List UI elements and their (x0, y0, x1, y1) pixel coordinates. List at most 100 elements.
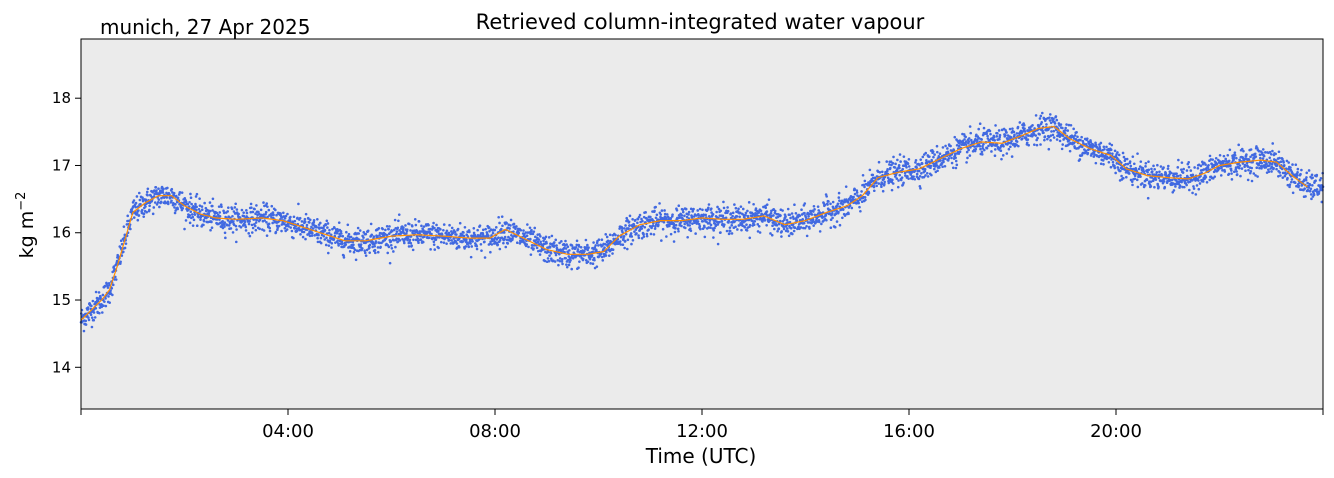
scatter-point (1027, 134, 1030, 137)
scatter-point (94, 306, 98, 310)
scatter-point (1237, 166, 1241, 170)
scatter-point (244, 225, 248, 229)
scatter-point (681, 208, 685, 212)
scatter-point (624, 232, 628, 236)
scatter-point (1244, 169, 1247, 173)
scatter-point (1061, 126, 1064, 130)
scatter-point (1255, 166, 1259, 169)
scatter-point (1116, 166, 1120, 169)
scatter-point (847, 212, 850, 216)
scatter-point (386, 251, 390, 255)
scatter-point (1174, 185, 1177, 188)
scatter-point (247, 232, 251, 235)
scatter-point (542, 239, 545, 243)
scatter-point (565, 243, 568, 246)
scatter-point (134, 205, 138, 209)
scatter-point (371, 245, 374, 249)
scatter-point (781, 220, 785, 223)
scatter-point (136, 218, 140, 222)
scatter-point (1198, 182, 1202, 185)
scatter-point (858, 205, 861, 209)
scatter-point (702, 213, 705, 217)
scatter-point (1152, 164, 1155, 168)
scatter-point (753, 214, 756, 217)
x-axis-label: Time (UTC) (645, 444, 757, 468)
scatter-points (79, 111, 1325, 333)
scatter-point (647, 228, 650, 232)
scatter-point (1199, 164, 1203, 168)
scatter-point (1147, 168, 1151, 172)
scatter-point (891, 162, 895, 165)
scatter-point (1047, 135, 1051, 139)
scatter-point (531, 232, 535, 236)
scatter-point (660, 239, 663, 242)
scatter-point (1221, 169, 1224, 172)
scatter-point (1041, 111, 1044, 115)
scatter-point (730, 224, 734, 227)
scatter-point (929, 164, 933, 168)
scatter-point (237, 212, 240, 216)
scatter-point (344, 243, 348, 246)
scatter-point (731, 211, 735, 215)
scatter-point (174, 194, 178, 198)
scatter-point (564, 256, 568, 260)
scatter-point (683, 214, 686, 218)
scatter-point (619, 235, 623, 239)
scatter-point (134, 201, 138, 205)
scatter-point (340, 240, 344, 243)
scatter-point (899, 178, 903, 182)
scatter-point (494, 226, 498, 229)
scatter-point (251, 210, 255, 214)
scatter-point (495, 238, 499, 241)
scatter-point (713, 226, 716, 230)
scatter-point (272, 213, 275, 217)
scatter-point (969, 146, 972, 149)
scatter-point (437, 229, 440, 233)
scatter-point (1315, 188, 1319, 191)
scatter-point (728, 229, 732, 233)
scatter-point (1099, 141, 1103, 145)
scatter-point (951, 166, 955, 170)
scatter-point (1201, 180, 1205, 183)
scatter-point (955, 163, 959, 167)
y-axis-label: kg m−2 (14, 192, 38, 259)
scatter-point (955, 143, 959, 147)
scatter-point (905, 165, 908, 169)
scatter-point (1015, 132, 1019, 135)
scatter-point (1048, 116, 1051, 119)
scatter-point (330, 241, 334, 245)
scatter-point (107, 295, 110, 298)
scatter-point (967, 140, 971, 143)
scatter-point (231, 214, 234, 218)
scatter-point (268, 226, 272, 230)
scatter-point (157, 198, 161, 201)
scatter-point (1038, 124, 1041, 127)
scatter-point (172, 191, 176, 195)
scatter-point (554, 238, 558, 242)
scatter-point (641, 219, 644, 223)
scatter-point (348, 250, 352, 253)
scatter-point (1278, 156, 1281, 160)
scatter-point (825, 218, 828, 222)
scatter-point (624, 229, 628, 232)
scatter-point (1177, 158, 1180, 162)
scatter-point (896, 158, 899, 162)
scatter-point (455, 242, 459, 245)
scatter-point (364, 254, 368, 257)
scatter-point (218, 218, 221, 221)
scatter-point (229, 227, 233, 230)
scatter-point (850, 206, 854, 210)
scatter-point (1050, 130, 1053, 133)
scatter-point (1224, 157, 1227, 161)
scatter-point (1078, 158, 1082, 161)
scatter-point (1072, 141, 1076, 145)
scatter-point (746, 209, 749, 213)
scatter-point (645, 232, 649, 236)
scatter-point (472, 231, 476, 235)
scatter-point (655, 223, 658, 226)
scatter-point (295, 229, 299, 233)
scatter-point (987, 144, 990, 148)
scatter-point (372, 235, 376, 238)
scatter-point (325, 232, 329, 235)
scatter-point (326, 222, 330, 225)
